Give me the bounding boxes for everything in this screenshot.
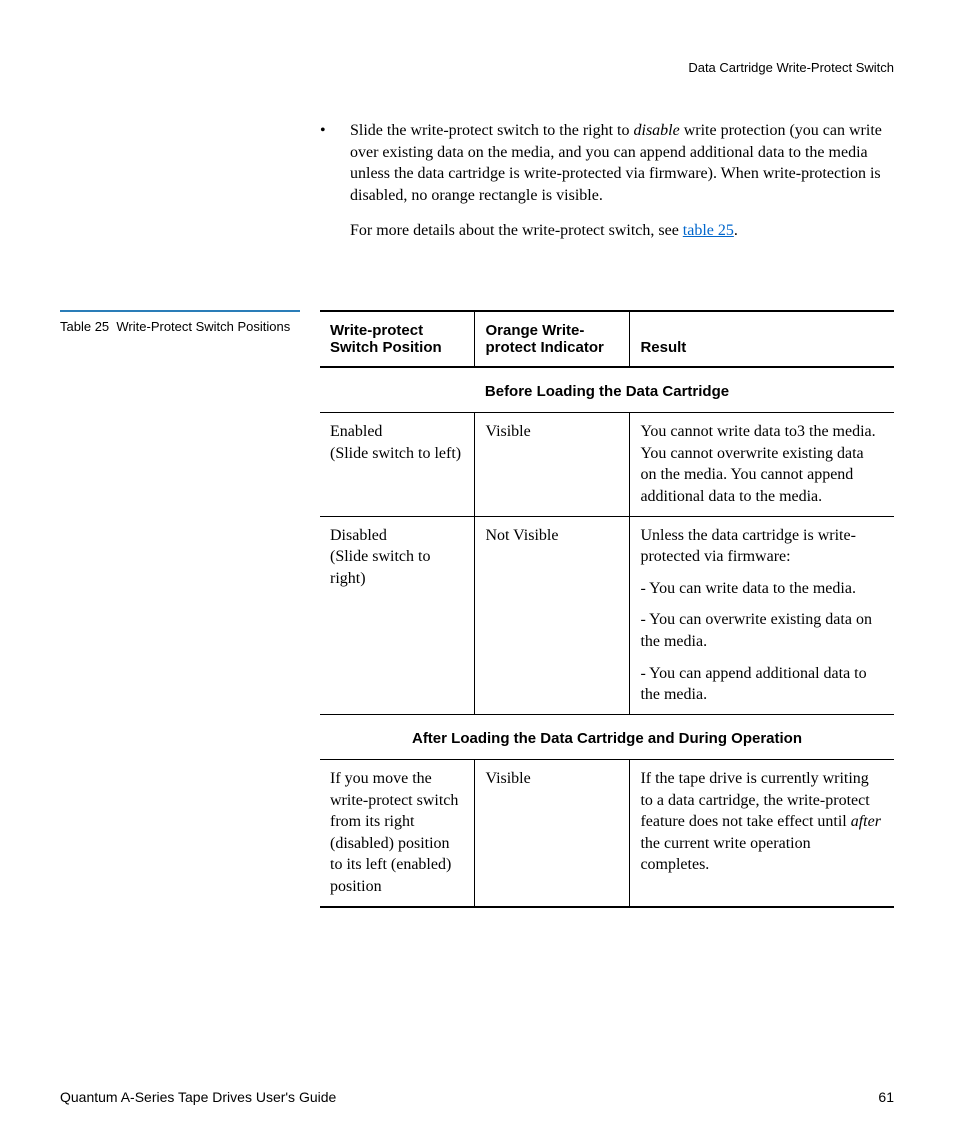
cell-indicator: Visible <box>475 413 630 516</box>
result-post: the current write operation completes. <box>640 835 810 874</box>
running-header: Data Cartridge Write-Protect Switch <box>688 60 894 75</box>
table-row: Enabled (Slide switch to left) Visible Y… <box>320 413 894 516</box>
page-number: 61 <box>878 1089 894 1105</box>
table-25: Write-protect Switch Position Orange Wri… <box>320 310 894 908</box>
cell-indicator: Visible <box>475 760 630 907</box>
result-p2: - You can write data to the media. <box>640 578 882 600</box>
page-footer: Quantum A-Series Tape Drives User's Guid… <box>60 1089 894 1105</box>
col-header-indicator: Orange Write-protect Indicator <box>475 311 630 367</box>
result-p4: - You can append additional data to the … <box>640 663 882 706</box>
para2-pre: For more details about the write-protect… <box>350 222 683 239</box>
bullet-text: Slide the write-protect switch to the ri… <box>350 120 894 206</box>
cell-result: If the tape drive is currently writing t… <box>630 760 894 907</box>
bullet-item: • Slide the write-protect switch to the … <box>320 120 894 206</box>
table-row: If you move the write-protect switch fro… <box>320 760 894 907</box>
section-heading: After Loading the Data Cartridge and Dur… <box>320 714 894 759</box>
bullet-pre: Slide the write-protect switch to the ri… <box>350 122 634 139</box>
cell-position: Disabled (Slide switch to right) <box>320 516 475 714</box>
caption-title: Write-Protect Switch Positions <box>116 319 290 334</box>
result-em: after <box>851 813 881 830</box>
paragraph-see-table: For more details about the write-protect… <box>350 220 894 242</box>
body-text: • Slide the write-protect switch to the … <box>320 120 894 242</box>
result-p3: - You can overwrite existing data on the… <box>640 609 882 652</box>
col-header-result: Result <box>630 311 894 367</box>
write-protect-table: Write-protect Switch Position Orange Wri… <box>320 310 894 908</box>
result-pre: If the tape drive is currently writing t… <box>640 770 869 830</box>
cell-position-sub: (Slide switch to left) <box>330 443 462 465</box>
bullet-marker: • <box>320 120 350 206</box>
cell-position-main: Enabled <box>330 421 462 443</box>
para2-post: . <box>734 222 738 239</box>
section-after-loading: After Loading the Data Cartridge and Dur… <box>320 714 894 759</box>
cell-result: Unless the data cartridge is write-prote… <box>630 516 894 714</box>
col-header-position: Write-protect Switch Position <box>320 311 475 367</box>
table-header-row: Write-protect Switch Position Orange Wri… <box>320 311 894 367</box>
caption-label: Table 25 <box>60 319 109 334</box>
cell-position: Enabled (Slide switch to left) <box>320 413 475 516</box>
footer-title: Quantum A-Series Tape Drives User's Guid… <box>60 1089 336 1105</box>
section-before-loading: Before Loading the Data Cartridge <box>320 367 894 413</box>
cell-indicator: Not Visible <box>475 516 630 714</box>
result-p1: Unless the data cartridge is write-prote… <box>640 525 882 568</box>
cell-position-sub: (Slide switch to right) <box>330 546 462 589</box>
cell-result: You cannot write data to3 the media. You… <box>630 413 894 516</box>
bullet-emphasis: disable <box>634 122 680 139</box>
cell-position: If you move the write-protect switch fro… <box>320 760 475 907</box>
cell-position-main: Disabled <box>330 525 462 547</box>
table-row: Disabled (Slide switch to right) Not Vis… <box>320 516 894 714</box>
table-caption: Table 25 Write-Protect Switch Positions <box>60 310 300 336</box>
table-25-link[interactable]: table 25 <box>683 222 734 239</box>
section-heading: Before Loading the Data Cartridge <box>320 367 894 413</box>
page: Data Cartridge Write-Protect Switch • Sl… <box>0 0 954 1145</box>
